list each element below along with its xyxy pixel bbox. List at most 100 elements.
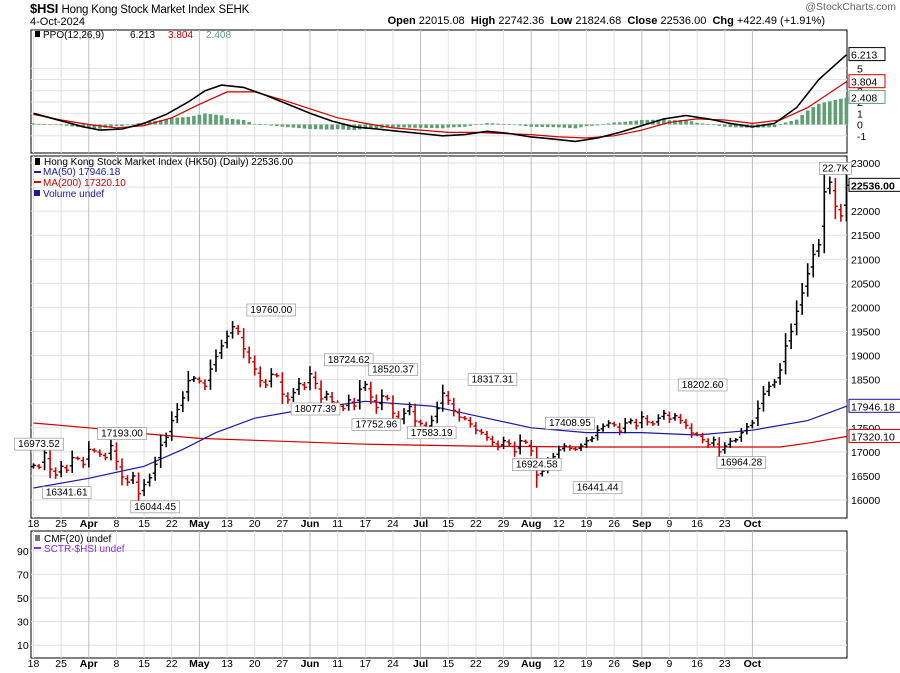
ppo-hist-bar xyxy=(319,124,323,130)
ohlc-bar xyxy=(816,239,822,257)
ohlc-bar xyxy=(401,408,407,425)
volume-tick-label: 30 xyxy=(17,617,29,629)
x-tick-label: 29 xyxy=(498,658,510,670)
ohlc-bar xyxy=(650,420,656,426)
x-tick-label: Jun xyxy=(301,658,320,670)
price-annotation-box xyxy=(246,303,296,317)
ppo-hist-bar xyxy=(31,123,36,125)
watermark: @StockCharts.com xyxy=(805,1,896,13)
ppo-hist-bar xyxy=(37,123,41,125)
ohlc-bar xyxy=(384,394,390,401)
ohlc-bar xyxy=(346,394,352,411)
symbol-title: $HSI Hong Kong Stock Market Index SEHK xyxy=(30,1,249,16)
x-tick-label: 19 xyxy=(581,518,593,530)
volume-panel-legend: CMF(20) undef SCTR-$HSI undef xyxy=(34,534,125,555)
x-tick-label: Jul xyxy=(413,658,428,670)
ohlc-bar xyxy=(561,443,567,452)
ohlc-bar xyxy=(202,379,208,390)
price-annotation-label: 17583.19 xyxy=(411,428,453,439)
ppo-hist-bar xyxy=(783,122,788,125)
ppo-hist-bar xyxy=(579,124,583,128)
ohlc-bar xyxy=(207,359,213,390)
ppo-hist-bar xyxy=(125,124,130,126)
price-annotation-box xyxy=(324,353,374,367)
ppo-tick-label: -1 xyxy=(857,131,866,143)
ohlc-bar xyxy=(716,437,722,459)
exchange: SEHK xyxy=(218,4,250,16)
x-tick-label: Oct xyxy=(744,658,762,670)
x-tick-label: 26 xyxy=(608,518,620,530)
ohlc-bar xyxy=(567,444,573,451)
price-annotation-box xyxy=(97,427,147,440)
ppo-hist-bar xyxy=(297,124,301,129)
y-axis-labels: 543210-123000225002200021500210002050020… xyxy=(17,47,900,652)
ppo-hist-bar xyxy=(828,101,832,125)
ma50-line xyxy=(33,400,847,489)
ppo-hist-bar xyxy=(501,123,506,125)
price-tick-label: 18500 xyxy=(851,375,880,387)
sctr-legend: SCTR-$HSI undef xyxy=(44,544,125,555)
ppo-legend-title: PPO(12,26,9) xyxy=(43,30,104,41)
price-annotation-box xyxy=(406,426,457,440)
ppo-hist-bar xyxy=(695,122,699,125)
ohlc-bar xyxy=(705,438,711,449)
ppo-hist-bar xyxy=(446,124,451,128)
ohlc-bar xyxy=(31,463,36,469)
ohlc-bar xyxy=(622,417,628,434)
ppo-hist-bar xyxy=(435,124,439,129)
ohlc-bar xyxy=(357,380,363,410)
x-tick-label: Sep xyxy=(632,518,651,530)
ohlc-bar xyxy=(158,434,164,469)
ppo-hist-bar xyxy=(772,124,777,128)
ppo-tick-label: 5 xyxy=(857,63,863,75)
price-annotations: 16973.52 16341.61 17193.00 16044.45 19760.00… xyxy=(14,162,852,514)
price-annotation-label: 22.7K xyxy=(822,163,848,174)
ppo-hist-bar xyxy=(573,124,578,129)
ppo-hist-bar xyxy=(252,123,257,125)
ppo-hist-bar xyxy=(413,124,417,128)
price-annotation-label: 16973.52 xyxy=(18,439,60,450)
ppo-hist-bar xyxy=(263,124,268,126)
ppo-value-marker-box xyxy=(848,47,886,62)
ohlc-bar xyxy=(434,401,440,424)
ppo-hist-bar xyxy=(363,124,368,129)
ppo-hist-bar xyxy=(584,124,589,127)
ppo-hist-bar xyxy=(286,124,290,128)
ohlc-bar xyxy=(744,422,750,435)
volume-tick-label: 90 xyxy=(17,546,29,558)
x-tick-label: 8 xyxy=(114,658,120,670)
ppo-hist-bar xyxy=(147,121,152,125)
ppo-hist-bar xyxy=(706,124,710,125)
ohlc-bar xyxy=(655,414,661,426)
ppo-hist-bar xyxy=(158,120,163,125)
ppo-hist-bar xyxy=(711,124,716,126)
low-label: Low xyxy=(550,15,573,27)
ppo-hist-bar xyxy=(833,100,838,125)
ppo-legend-swatch xyxy=(35,31,40,37)
ppo-hist-bar xyxy=(739,124,744,128)
ohlc-bar xyxy=(689,423,695,438)
ohlc-bar xyxy=(799,283,805,315)
x-tick-label: 22 xyxy=(166,658,178,670)
price-annotation-label: 16964.28 xyxy=(720,458,762,469)
x-tick-label: 18 xyxy=(28,658,40,670)
ppo-hist-bar xyxy=(241,120,246,125)
ppo-hist-bar xyxy=(794,119,799,125)
ohlc-bar xyxy=(451,397,457,417)
price-annotation-box xyxy=(368,363,418,376)
x-tick-label: 26 xyxy=(608,658,620,670)
price-annotation-box xyxy=(677,378,728,392)
ppo-hist-bar xyxy=(811,107,816,125)
ppo-legend: PPO(12,26,9) 6.213 3.804 2.408 xyxy=(35,30,231,41)
ppo-hist-bar xyxy=(169,118,174,125)
ppo-histogram xyxy=(31,97,849,131)
price-bars xyxy=(31,164,849,504)
ppo-hist-bar xyxy=(645,119,650,125)
signal-value-marker-box xyxy=(848,74,886,89)
ohlc-bar xyxy=(36,464,42,470)
ppo-hist-bar xyxy=(844,97,849,125)
open-value: 22015.08 xyxy=(418,15,465,27)
ppo-signal-line xyxy=(33,81,847,139)
ohlc-bar xyxy=(810,244,816,278)
